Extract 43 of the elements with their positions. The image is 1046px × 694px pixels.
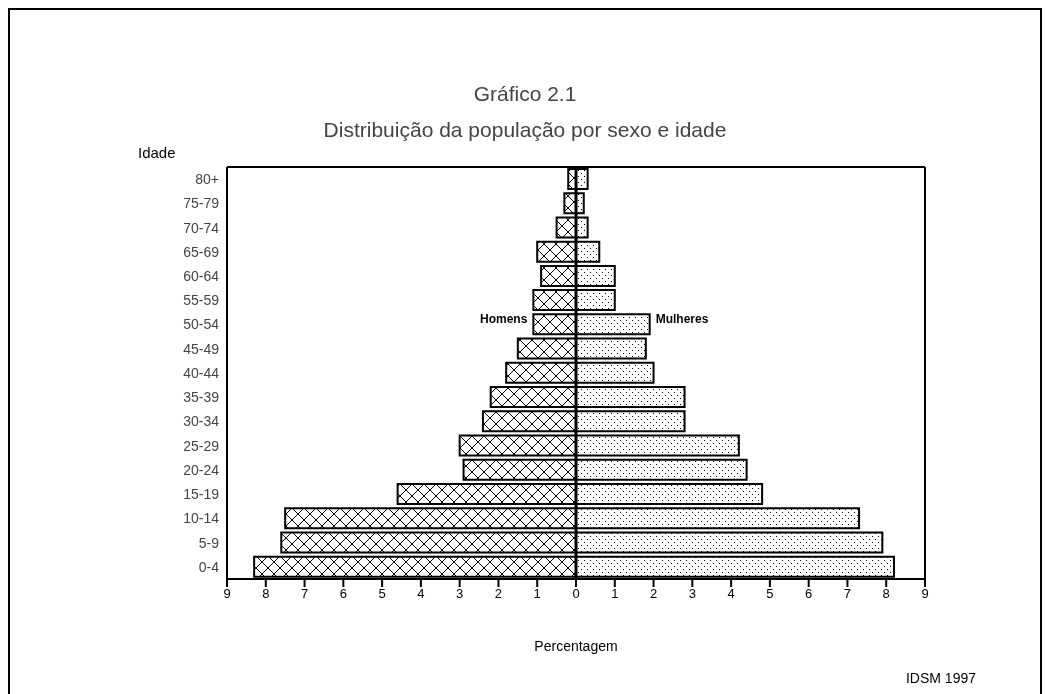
y-tick-label: 10-14 xyxy=(183,510,220,527)
y-tick-label: 40-44 xyxy=(183,364,220,381)
y-tick-label: 15-19 xyxy=(183,486,220,503)
x-tick-label: 6 xyxy=(339,586,347,602)
x-tick-label: 1 xyxy=(533,586,541,602)
y-tick-label: 65-69 xyxy=(183,243,220,260)
y-tick-label: 25-29 xyxy=(183,437,220,454)
y-axis-title: Idade xyxy=(138,144,176,161)
x-tick-label: 9 xyxy=(921,586,929,602)
x-tick-label: 8 xyxy=(262,586,270,602)
y-tick-label: 80+ xyxy=(195,171,219,188)
x-tick-label: 3 xyxy=(688,586,696,602)
text: IDSM 1997 xyxy=(905,670,976,686)
y-tick-label: 35-39 xyxy=(183,389,220,406)
x-tick-label: 1 xyxy=(611,586,619,602)
x-tick-label: 7 xyxy=(300,586,309,602)
y-tick-label: 55-59 xyxy=(183,292,220,309)
y-tick-label: 50-54 xyxy=(183,316,220,333)
y-tick-label: 70-74 xyxy=(183,219,220,236)
y-tick-label: 0-4 xyxy=(198,558,220,575)
x-tick-label: 4 xyxy=(727,586,735,602)
y-tick-label: 75-79 xyxy=(183,195,220,212)
x-tick-label: 5 xyxy=(766,586,774,602)
x-tick-label: 0 xyxy=(572,586,580,602)
y-tick-label: 30-34 xyxy=(183,413,220,430)
chart-title: Gráfico 2.1 xyxy=(473,82,577,105)
x-tick-label: 4 xyxy=(417,586,425,602)
x-tick-label: 2 xyxy=(649,586,658,602)
y-tick-label: 60-64 xyxy=(183,268,220,285)
y-tick-label: 45-49 xyxy=(183,340,220,357)
x-axis-title: Percentagem xyxy=(534,638,618,654)
y-tick-label: 5-9 xyxy=(198,534,220,551)
series-label: Mulheres xyxy=(655,312,709,327)
y-tick-label: 20-24 xyxy=(183,461,220,478)
series-label: Homens xyxy=(480,312,528,327)
x-tick-label: 3 xyxy=(456,586,464,602)
x-tick-label: 9 xyxy=(223,586,231,602)
x-tick-label: 2 xyxy=(494,586,503,602)
x-tick-label: 7 xyxy=(843,586,852,602)
x-tick-label: 6 xyxy=(805,586,813,602)
x-tick-label: 5 xyxy=(378,586,386,602)
x-tick-label: 8 xyxy=(882,586,890,602)
chart-subtitle: Distribuição da população por sexo e idade xyxy=(323,118,727,141)
